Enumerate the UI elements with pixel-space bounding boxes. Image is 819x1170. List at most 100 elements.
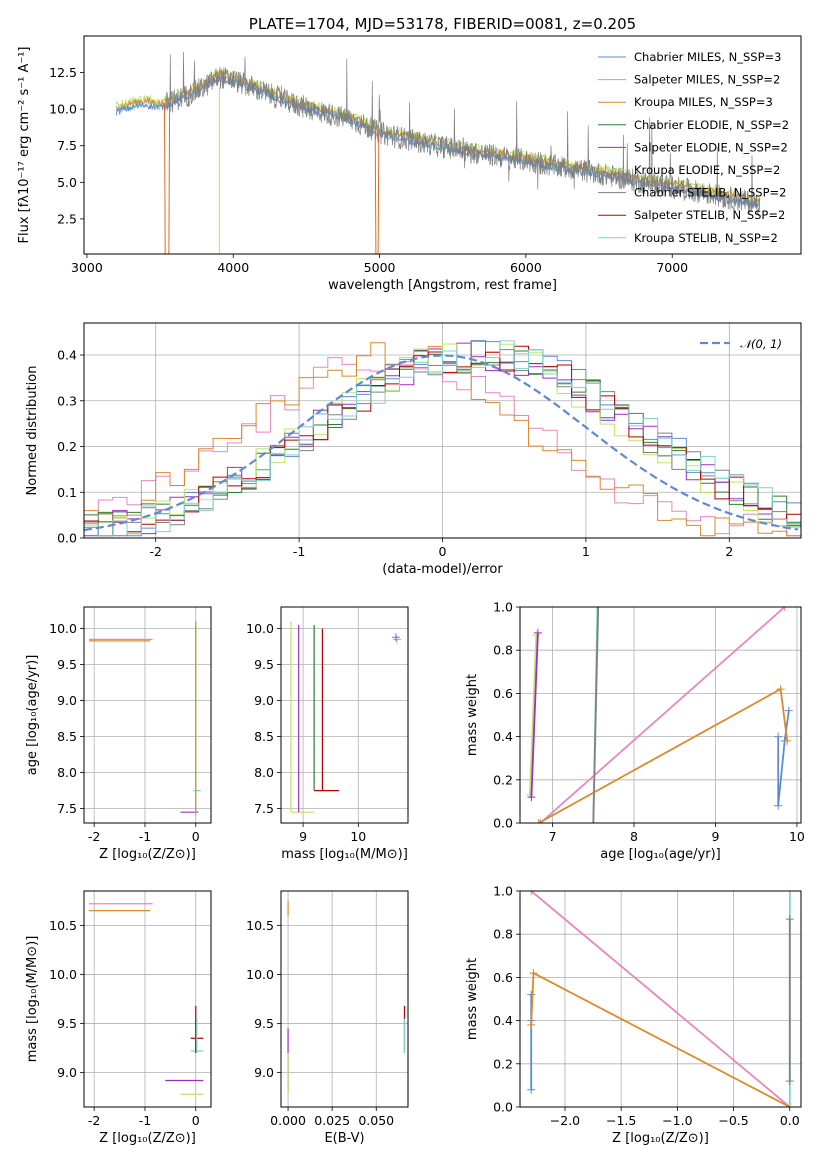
mass-weight-marker — [774, 801, 783, 810]
axes-frame — [519, 890, 802, 1108]
axes-weight_vs_age: 7 8 9 10 0.0 0.2 0.4 0.6 0.8 1.0 age [log₁₀(age/yr… — [465, 600, 805, 863]
y-tick-label: 9.5 — [254, 1016, 274, 1031]
mass-weight-line — [530, 632, 539, 798]
y-tick-label: 2.5 — [57, 211, 77, 226]
legend-entry: Salpeter ELODIE, N_SSP=2 — [634, 140, 788, 154]
plot-area-age_vs_mass — [290, 621, 401, 813]
y-tick-label: 0.2 — [57, 439, 77, 454]
mass-weight-marker — [527, 1020, 536, 1029]
y-tick-label: 10.0 — [49, 621, 77, 636]
mass-weight-marker — [785, 1103, 794, 1107]
x-axis-label: Z [log₁₀(Z/Z⊙)] — [99, 847, 196, 862]
x-tick-label: −2.0 — [550, 1113, 580, 1128]
x-tick-label: −1.0 — [662, 1113, 692, 1128]
plot-area-mass_vs_ebv — [287, 900, 406, 1098]
mass-weight-marker — [594, 607, 603, 611]
y-tick-label: 0.1 — [57, 485, 77, 500]
legend-entry: Chabrier STELIB, N_SSP=2 — [634, 186, 786, 200]
y-axis-label: Flux [fλ10⁻¹⁷ erg cm⁻² s⁻¹ A⁻¹] — [17, 47, 32, 244]
y-tick-label: 9.0 — [57, 693, 77, 708]
mass-weight-marker — [589, 819, 598, 823]
x-tick-label: 9 — [299, 829, 307, 844]
plot-area-residuals — [84, 340, 801, 537]
y-tick-label: 0.6 — [493, 970, 513, 985]
y-axis-label: age [log₁₀(age/yr)] — [25, 655, 40, 776]
data-point-marker — [392, 635, 401, 644]
y-tick-label: 0.0 — [57, 531, 77, 546]
x-tick-label: 0 — [192, 829, 200, 844]
mass-weight-line — [777, 710, 790, 806]
mass-weight-line — [528, 635, 538, 795]
mass-weight-marker — [527, 793, 536, 802]
masked-region-line — [374, 130, 380, 254]
y-axis-label: Normed distribution — [25, 366, 40, 496]
plot-area-weight_vs_Z — [527, 891, 794, 1107]
mass-weight-marker — [776, 685, 785, 694]
y-axis-label: mass weight — [465, 674, 480, 756]
x-tick-label: 3000 — [71, 260, 103, 275]
mass-weight-marker — [532, 631, 541, 640]
y-tick-label: 9.5 — [254, 657, 274, 672]
x-tick-label: 10 — [789, 829, 805, 844]
axes-frame — [83, 35, 802, 255]
x-axis-label: age [log₁₀(age/yr)] — [600, 847, 721, 862]
axes-weight_vs_Z: −2.0 −1.5 −1.0 −0.5 0.0 0.0 0.2 0.4 0.6 0.8 1.0 Z [… — [465, 884, 802, 1146]
y-tick-label: 9.0 — [254, 693, 274, 708]
x-axis-label: Z [log₁₀(Z/Z⊙)] — [612, 1131, 709, 1146]
y-tick-label: 5.0 — [57, 175, 77, 190]
x-tick-label: -2 — [88, 829, 100, 844]
y-tick-label: 0.0 — [493, 816, 513, 831]
axes-age_vs_mass: 9 10 7.5 8.0 8.5 9.0 9.5 10.0 mass [log₁₀(M/M⊙)] — [246, 606, 409, 862]
axes-age_vs_Z: -2 -1 0 7.5 8.0 8.5 9.0 9.5 10.0 Z [log₁₀(Z/Z⊙)] a… — [25, 606, 212, 862]
mass-weight-marker — [785, 1077, 794, 1086]
y-tick-label: 0.4 — [57, 348, 77, 363]
data-point-marker — [391, 633, 400, 642]
x-tick-label: −0.5 — [718, 1113, 748, 1128]
plot-area-weight_vs_age — [525, 607, 793, 823]
mass-weight-marker — [774, 732, 783, 741]
axes-frame — [280, 890, 409, 1108]
x-axis-label: mass [log₁₀(M/M⊙)] — [281, 847, 408, 862]
y-axis-label: mass weight — [465, 958, 480, 1040]
mass-weight-marker — [527, 891, 536, 895]
axes-spectrum: 3000 4000 5000 6000 7000 2.5 5.0 7.5 10.0 12.5 wav… — [17, 15, 802, 293]
legend-entry: Kroupa ELODIE, N_SSP=2 — [634, 163, 780, 177]
legend-entry: Chabrier MILES, N_SSP=3 — [634, 50, 781, 64]
mass-weight-marker — [527, 990, 536, 999]
x-tick-label: 0.0 — [780, 1113, 800, 1128]
x-tick-label: -1 — [293, 544, 305, 559]
y-tick-label: 8.0 — [57, 765, 77, 780]
x-tick-label: 6000 — [510, 260, 542, 275]
x-tick-label: 1 — [582, 544, 590, 559]
mass-weight-marker — [525, 790, 534, 799]
mass-weight-marker — [785, 891, 794, 895]
legend: Chabrier MILES, N_SSP=3 Salpeter MILES, N… — [598, 50, 789, 245]
axes-frame — [519, 606, 802, 824]
plot-area-age_vs_Z — [89, 621, 201, 816]
normal-distribution-curve — [84, 354, 799, 532]
y-tick-label: 9.0 — [57, 1065, 77, 1080]
legend-entry: Salpeter MILES, N_SSP=2 — [634, 73, 780, 87]
mass-weight-marker — [784, 706, 793, 715]
axes-frame — [83, 322, 802, 539]
mass-weight-marker — [783, 736, 792, 745]
x-axis-label: Z [log₁₀(Z/Z⊙)] — [99, 1131, 196, 1146]
y-tick-label: 10.0 — [49, 967, 77, 982]
x-tick-label: -2 — [149, 544, 161, 559]
y-tick-label: 7.5 — [57, 138, 77, 153]
y-tick-label: 10.0 — [49, 102, 77, 117]
y-tick-label: 0.4 — [493, 729, 513, 744]
plot-area-mass_vs_Z — [89, 903, 204, 1095]
y-tick-label: 10.0 — [246, 967, 274, 982]
mass-weight-line — [592, 607, 600, 823]
x-tick-label: 0 — [439, 544, 447, 559]
x-tick-label: 9 — [712, 829, 720, 844]
masked-region-line — [163, 102, 171, 254]
mass-weight-marker — [534, 819, 543, 823]
y-tick-label: 1.0 — [493, 884, 513, 899]
legend-entry: Chabrier ELODIE, N_SSP=2 — [634, 118, 789, 132]
y-tick-label: 0.3 — [57, 393, 77, 408]
x-tick-label: -1 — [139, 829, 151, 844]
